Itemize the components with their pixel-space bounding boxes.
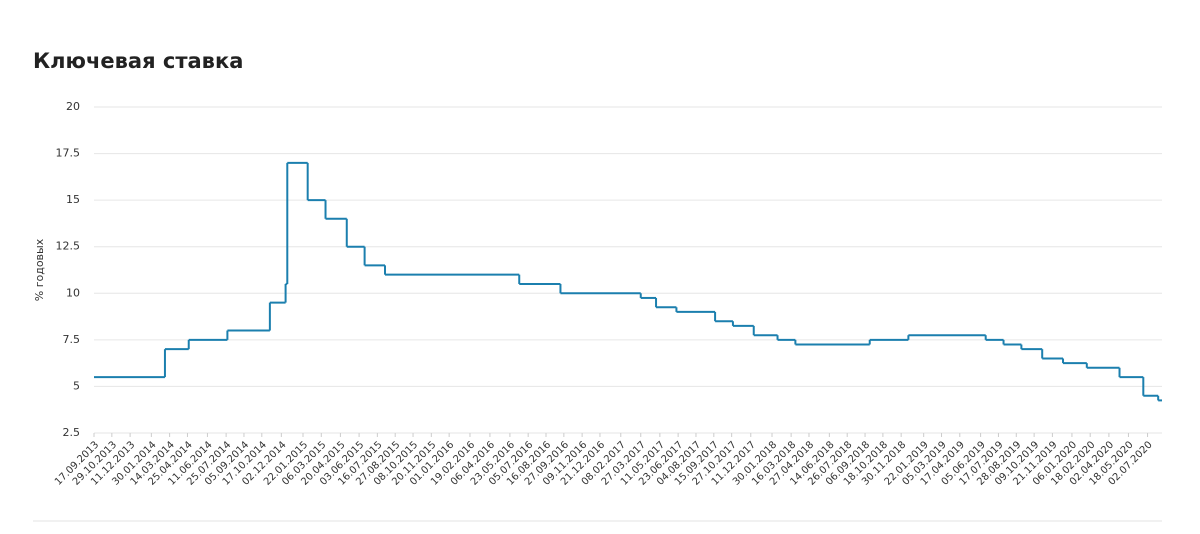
chart-title: Ключевая ставка bbox=[33, 49, 243, 73]
y-tick-label: 15 bbox=[66, 193, 80, 206]
y-tick-label: 7.5 bbox=[63, 333, 81, 346]
y-tick-label: 2.5 bbox=[63, 426, 81, 439]
y-tick-label: 20 bbox=[66, 100, 80, 113]
y-tick-label: 12.5 bbox=[56, 240, 81, 253]
y-tick-label: 5 bbox=[73, 379, 80, 392]
y-axis-label: % годовых bbox=[33, 238, 46, 301]
y-tick-label: 17.5 bbox=[56, 147, 81, 160]
y-tick-label: 10 bbox=[66, 286, 80, 299]
